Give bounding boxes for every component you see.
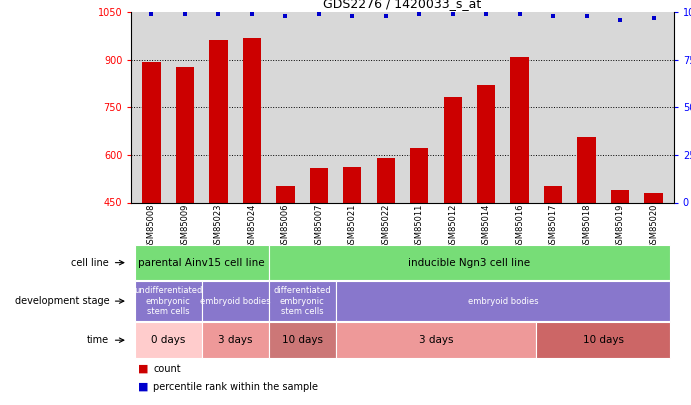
Text: 3 days: 3 days bbox=[218, 335, 252, 345]
Bar bbox=[511, 57, 529, 202]
Text: count: count bbox=[153, 364, 181, 373]
Text: inducible Ngn3 cell line: inducible Ngn3 cell line bbox=[408, 258, 531, 268]
Text: parental Ainv15 cell line: parental Ainv15 cell line bbox=[138, 258, 265, 268]
Bar bbox=[209, 40, 227, 202]
Text: development stage: development stage bbox=[15, 296, 109, 306]
Bar bbox=[477, 85, 495, 202]
Text: 0 days: 0 days bbox=[151, 335, 185, 345]
Text: 10 days: 10 days bbox=[583, 335, 624, 345]
Text: ■: ■ bbox=[138, 364, 149, 373]
Title: GDS2276 / 1420033_s_at: GDS2276 / 1420033_s_at bbox=[323, 0, 482, 10]
Bar bbox=[343, 167, 361, 202]
Text: 10 days: 10 days bbox=[281, 335, 323, 345]
Text: percentile rank within the sample: percentile rank within the sample bbox=[153, 382, 319, 392]
Bar bbox=[410, 147, 428, 202]
Bar bbox=[578, 137, 596, 202]
Bar bbox=[544, 186, 562, 202]
Bar bbox=[276, 185, 294, 202]
Text: embryoid bodies: embryoid bodies bbox=[200, 296, 270, 306]
Bar bbox=[611, 190, 630, 202]
Text: ■: ■ bbox=[138, 382, 149, 392]
Bar bbox=[142, 62, 160, 202]
Text: differentiated
embryonic
stem cells: differentiated embryonic stem cells bbox=[273, 286, 331, 316]
Bar bbox=[645, 193, 663, 202]
Text: time: time bbox=[87, 335, 109, 345]
Text: cell line: cell line bbox=[71, 258, 109, 268]
Bar bbox=[243, 38, 261, 202]
Bar bbox=[176, 67, 194, 202]
Bar bbox=[310, 168, 328, 202]
Text: embryoid bodies: embryoid bodies bbox=[468, 296, 538, 306]
Bar bbox=[444, 97, 462, 202]
Bar bbox=[377, 158, 395, 202]
Text: 3 days: 3 days bbox=[419, 335, 453, 345]
Text: undifferentiated
embryonic
stem cells: undifferentiated embryonic stem cells bbox=[134, 286, 202, 316]
